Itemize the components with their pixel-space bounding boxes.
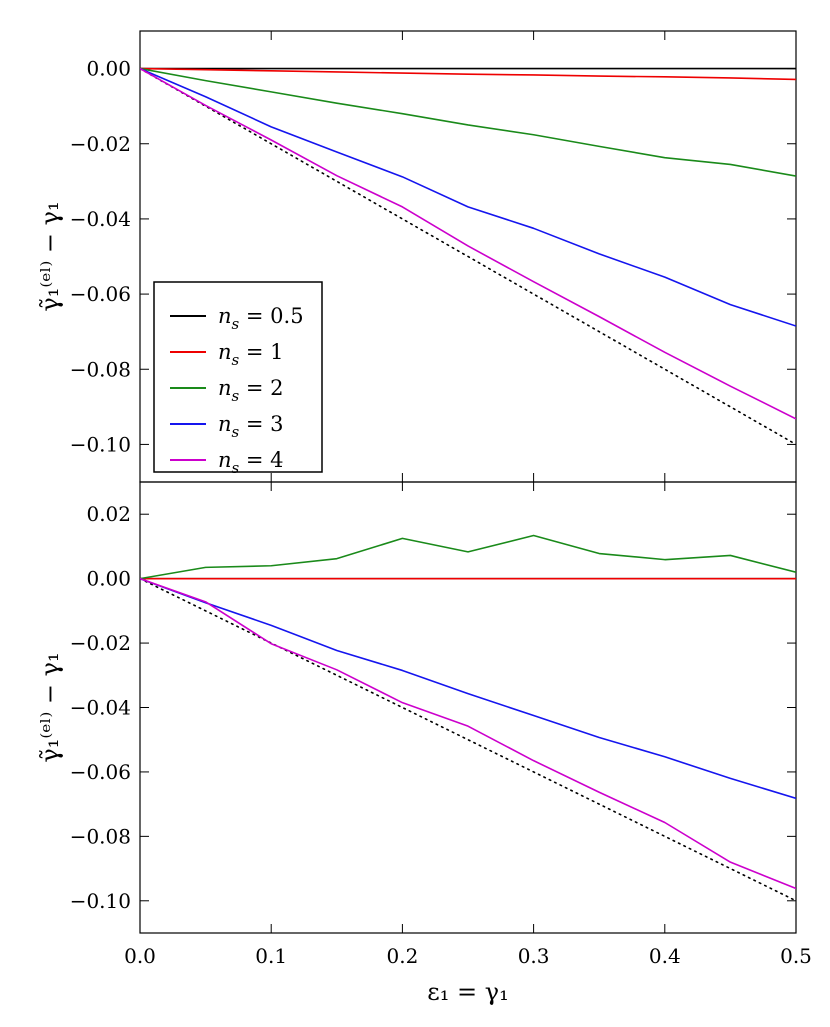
- legend-label: ns = 0.5: [218, 304, 304, 333]
- y-tick-label: −0.10: [70, 432, 131, 456]
- legend-label: ns = 3: [218, 412, 284, 441]
- legend-label-rest: = 0.5: [239, 304, 303, 328]
- legend-label: ns = 4: [218, 448, 284, 477]
- x-tick-label: 0.5: [780, 944, 812, 968]
- legend-label-rest: = 1: [239, 340, 283, 364]
- y-tick-label: −0.06: [70, 282, 131, 306]
- data-area: [140, 67, 796, 446]
- top-panel: 0.00 −0.02 −0.04 −0.06 −0.08 −0.10 γ̃₁⁽ᵉˡ⁾ − γ…: [36, 30, 797, 483]
- legend-label-main: n: [218, 304, 232, 328]
- axis-labels: ε₁ = γ₁: [427, 978, 508, 1006]
- y-tick-label: 0.02: [86, 502, 131, 526]
- legend-label-sub: s: [232, 351, 240, 369]
- reference-dotted-line: [140, 67, 796, 446]
- legend-label-rest: = 2: [239, 376, 283, 400]
- series-line-n-s-4: [140, 67, 796, 420]
- legend-label-main: n: [218, 412, 232, 436]
- y-tick-label: −0.02: [70, 631, 131, 655]
- series-line-n-s-2: [140, 534, 796, 580]
- legend-label-sub: s: [232, 315, 240, 333]
- legend-label-main: n: [218, 448, 232, 472]
- legend-box: [153, 281, 323, 473]
- x-tick-label: 0.0: [124, 944, 156, 968]
- y-tick-label: −0.10: [70, 889, 131, 913]
- legend-label-sub: s: [232, 387, 240, 405]
- y-tick-label: 0.00: [86, 57, 131, 81]
- y-axis-label: γ̃₁⁽ᵉˡ⁾ − γ₁: [36, 201, 64, 311]
- series-line-n-s-1: [140, 67, 796, 81]
- reference-dotted-line: [140, 577, 796, 902]
- legend: ns = 0.5ns = 1ns = 2ns = 3ns = 4: [153, 281, 323, 477]
- data-area: [140, 534, 796, 902]
- series-line-n-s-3: [140, 577, 796, 800]
- series-line-n-s-2: [140, 67, 796, 177]
- y-tick-label: 0.00: [86, 567, 131, 591]
- legend-label: ns = 2: [218, 376, 284, 405]
- series-line-n-s-4: [140, 577, 796, 890]
- legend-label-rest: = 3: [239, 412, 283, 436]
- y-tick-label: −0.08: [70, 824, 131, 848]
- x-tick-label: 0.1: [255, 944, 287, 968]
- x-tick-label: 0.3: [518, 944, 550, 968]
- y-tick-label: −0.04: [70, 207, 131, 231]
- legend-label-sub: s: [232, 423, 240, 441]
- legend-label-rest: = 4: [239, 448, 283, 472]
- legend-label-main: n: [218, 340, 232, 364]
- plot-frame: [139, 481, 797, 934]
- y-tick-label: −0.04: [70, 696, 131, 720]
- legend-label-sub: s: [232, 459, 240, 477]
- legend-label: ns = 1: [218, 340, 284, 369]
- y-tick-label: −0.06: [70, 760, 131, 784]
- x-tick-label: 0.2: [386, 944, 418, 968]
- bottom-panel: 0.02 0.00 −0.02 −0.04 −0.06 −0.08 −0.10 0.0 0.1 0…: [36, 481, 812, 968]
- series-line-n-s-3: [140, 67, 796, 327]
- y-axis-label: γ̃₁⁽ᵉˡ⁾ − γ₁: [36, 652, 64, 762]
- x-axis-label: ε₁ = γ₁: [427, 978, 508, 1006]
- y-tick-label: −0.02: [70, 132, 131, 156]
- x-tick-label: 0.4: [649, 944, 681, 968]
- legend-label-main: n: [218, 376, 232, 400]
- y-tick-label: −0.08: [70, 357, 131, 381]
